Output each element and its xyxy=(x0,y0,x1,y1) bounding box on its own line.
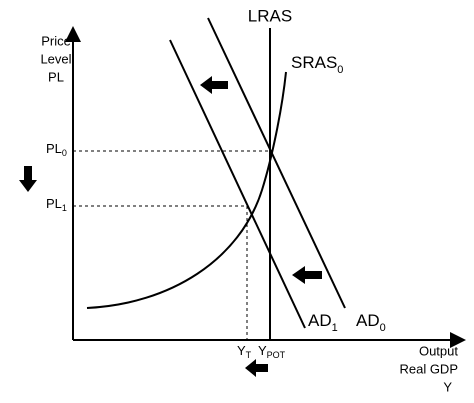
shift-arrow xyxy=(292,266,322,284)
y-axis-label: PL xyxy=(48,69,64,84)
shift-arrow xyxy=(19,166,37,192)
shift-arrow xyxy=(245,359,268,377)
label-sub: 0 xyxy=(380,322,386,334)
sras-curve xyxy=(86,71,287,309)
label-sub: 0 xyxy=(337,64,343,76)
label-sub: T xyxy=(246,350,252,360)
y-axis-label: Level xyxy=(40,51,71,66)
ypot-label: YPOT xyxy=(258,343,286,360)
y-axis-label: Price xyxy=(41,33,71,48)
lras-label: LRAS xyxy=(248,6,292,25)
x-axis-label: Y xyxy=(443,379,452,394)
yt-label: YT xyxy=(237,343,252,360)
label-main: SRAS xyxy=(291,53,337,72)
pl0-label: PL0 xyxy=(46,141,67,158)
label-main: PL xyxy=(46,141,62,156)
label-main: AD xyxy=(308,311,332,330)
ad1-label: AD1 xyxy=(308,311,338,333)
label-sub: POT xyxy=(267,350,286,360)
x-axis-label: Output xyxy=(419,343,458,358)
ad0-line xyxy=(207,17,346,309)
shift-arrow xyxy=(200,76,228,94)
label-main: PL xyxy=(46,196,62,211)
label-sub: 1 xyxy=(62,203,67,213)
label-main: Y xyxy=(258,343,267,358)
label-main: Y xyxy=(237,343,246,358)
ad0-label: AD0 xyxy=(356,311,386,333)
x-axis-label: Real GDP xyxy=(399,361,458,376)
label-sub: 0 xyxy=(62,148,67,158)
label-sub: 1 xyxy=(332,322,338,334)
ad1-line xyxy=(169,39,306,329)
sras-label: SRAS0 xyxy=(291,53,343,75)
label-main: AD xyxy=(356,311,380,330)
pl1-label: PL1 xyxy=(46,196,67,213)
